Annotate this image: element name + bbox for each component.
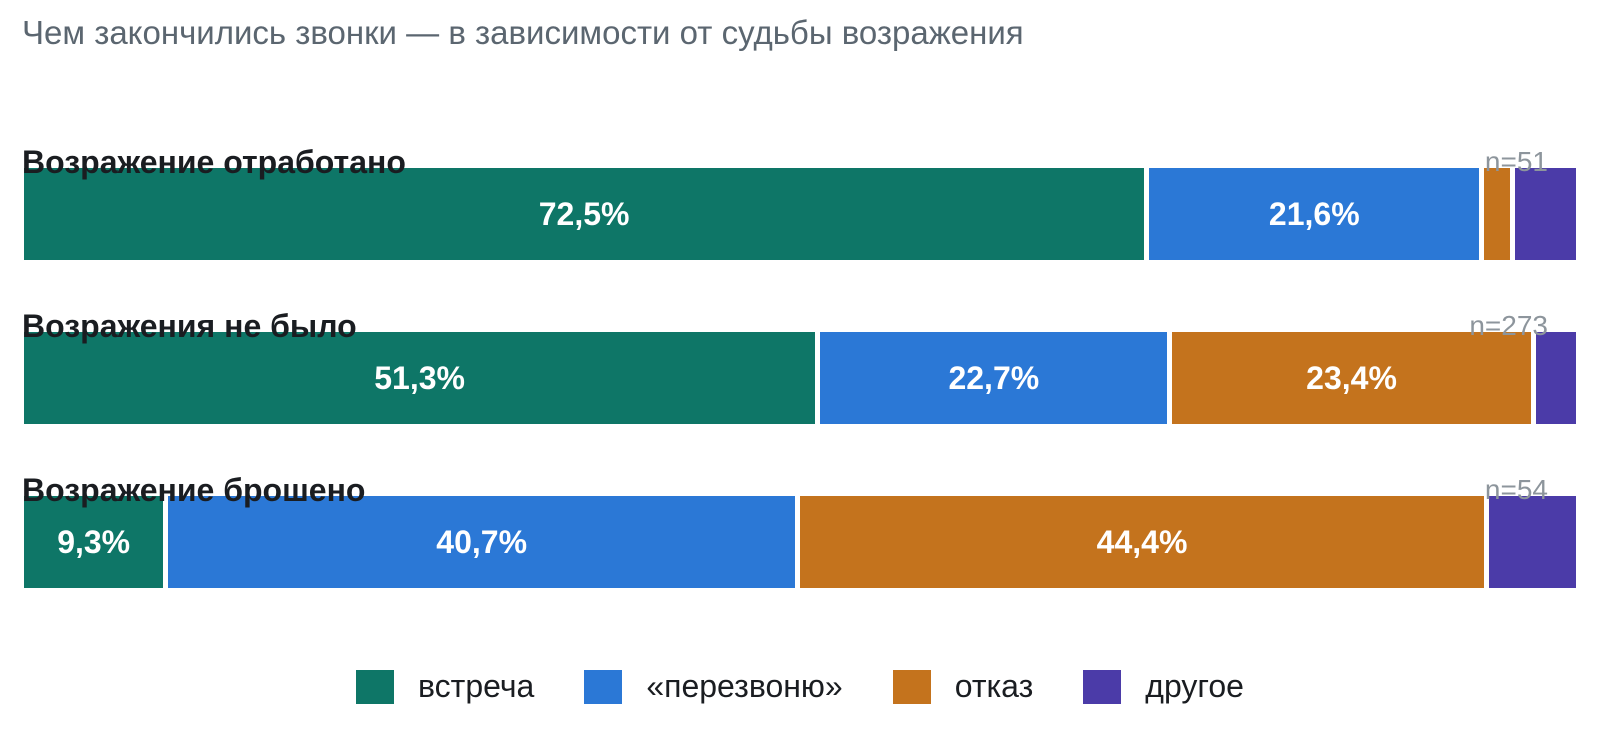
category-label: Возражение отработано [22,144,406,180]
legend-item: «перезвоню» [584,668,843,705]
category-label: Возражения не было [22,308,357,344]
bar-segment: 44,4% [800,496,1485,588]
legend-swatch [892,669,931,704]
stacked-bar: 51,3% 22,7% 23,4% [24,332,1576,424]
data-label: 40,7% [436,523,528,560]
bar-row: Возражение брошено n=54 9,3% 40,7% 44,4% [0,470,1600,600]
legend-item: другое [1083,668,1244,705]
bar-segment [1515,168,1576,260]
sample-size-label: n=51 [1484,146,1548,177]
legend-label: другое [1145,668,1244,704]
legend-item: встреча [356,668,534,705]
category-label: Возражение брошено [22,472,366,508]
bar-row: Возражения не было n=273 51,3% 22,7% 23,4% [0,306,1600,436]
bar-segment [1535,332,1576,424]
bar-segment [1489,496,1576,588]
legend-label: встреча [418,668,535,704]
bar-segment: 9,3% [24,496,164,588]
data-label: 23,4% [1306,359,1397,396]
data-label: 72,5% [538,195,630,232]
bar-segment: 40,7% [168,496,795,588]
data-label: 22,7% [948,359,1040,396]
data-label: 51,3% [374,359,465,396]
legend-swatch [584,669,623,704]
bar-segment [1484,168,1511,260]
data-label: 9,3% [57,523,131,560]
chart-legend: встреча «перезвоню» отказ другое [0,668,1600,705]
sample-size-label: n=54 [1484,474,1548,505]
legend-item: отказ [892,668,1034,705]
stacked-bar: 9,3% 40,7% 44,4% [24,496,1576,588]
data-label: 21,6% [1268,195,1360,232]
legend-swatch [356,669,395,704]
legend-label: отказ [954,668,1034,704]
bar-segment: 72,5% [24,168,1145,260]
data-label: 44,4% [1096,523,1188,560]
bar-segment: 51,3% [24,332,816,424]
sample-size-label: n=273 [1469,310,1548,341]
chart-title: Чем закончились звонки — в зависимости о… [22,14,1024,51]
bar-segment: 23,4% [1172,332,1531,424]
bar-segment: 22,7% [820,332,1168,424]
bar-segment: 21,6% [1149,168,1480,260]
bar-row: Возражение отработано n=51 72,5% 21,6% [0,142,1600,272]
legend-label: «перезвоню» [646,668,843,704]
legend-swatch [1083,669,1122,704]
stacked-bar: 72,5% 21,6% [24,168,1576,260]
